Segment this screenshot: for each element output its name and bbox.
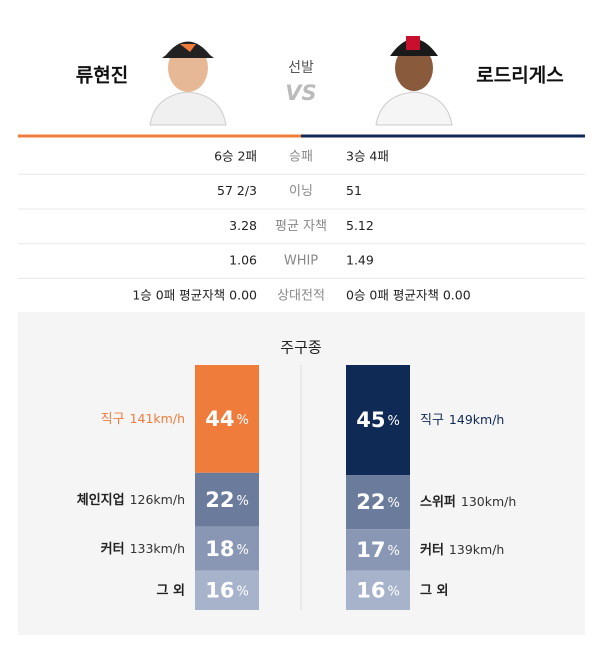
pitch-mix-title: 주구종 bbox=[280, 339, 321, 357]
pitch-bar bbox=[346, 529, 410, 571]
stat-right: 1.49 bbox=[346, 253, 374, 268]
pitch-speed: 141km/h bbox=[130, 410, 185, 425]
pitch-speed: 133km/h bbox=[130, 540, 185, 555]
pitch-bar bbox=[195, 365, 259, 473]
stat-right: 5.12 bbox=[346, 218, 374, 233]
stat-label: WHIP bbox=[284, 254, 318, 269]
pitch-name: 커터 bbox=[101, 540, 125, 556]
pitch-name: 그 외 bbox=[157, 582, 185, 598]
pitch-label: 그 외 bbox=[157, 582, 185, 598]
pitch-name: 직구 bbox=[101, 411, 125, 426]
pitch-percent: 45% bbox=[356, 408, 400, 432]
percent-unit: % bbox=[236, 493, 248, 508]
pitch-percent: 17% bbox=[356, 538, 400, 562]
pitch-speed: 139km/h bbox=[449, 541, 504, 556]
percent-unit: % bbox=[236, 542, 248, 557]
percent-value: 17 bbox=[356, 538, 385, 562]
pitch-percent: 44% bbox=[205, 407, 249, 431]
pitch-speed: 126km/h bbox=[130, 491, 185, 506]
pitch-percent: 16% bbox=[356, 578, 400, 602]
pitch-label: 커터 133km/h bbox=[101, 540, 185, 556]
vs-label: VS bbox=[285, 81, 316, 105]
left-player-name: 류현진 bbox=[76, 65, 128, 87]
percent-unit: % bbox=[236, 584, 248, 599]
pitch-name: 커터 bbox=[420, 541, 444, 557]
right-player-name: 로드리게스 bbox=[476, 65, 563, 87]
left-player-photo bbox=[148, 30, 228, 126]
pitch-bar bbox=[195, 526, 259, 571]
pitch-bar bbox=[346, 365, 410, 476]
pitch-name: 체인지업 bbox=[77, 491, 125, 507]
pitch-percent: 22% bbox=[205, 488, 249, 512]
percent-value: 16 bbox=[356, 578, 385, 602]
percent-value: 45 bbox=[356, 408, 385, 432]
stat-label: 이닝 bbox=[289, 184, 313, 199]
pitch-bar bbox=[195, 570, 259, 610]
pitch-speed: 149km/h bbox=[449, 412, 504, 427]
stat-left: 6승 2패 bbox=[214, 149, 257, 164]
pitch-percent: 22% bbox=[356, 490, 400, 514]
pitch-label: 직구 149km/h bbox=[420, 412, 504, 428]
pitch-name: 그 외 bbox=[420, 582, 448, 598]
right-player-photo bbox=[374, 30, 454, 126]
pitch-label: 체인지업 126km/h bbox=[77, 491, 185, 507]
stat-left: 3.28 bbox=[229, 218, 257, 233]
pitch-bar bbox=[346, 475, 410, 530]
pitch-label: 스위퍼 130km/h bbox=[420, 494, 516, 510]
pitch-label: 그 외 bbox=[420, 582, 448, 598]
stat-left: 1승 0패 평균자책 0.00 bbox=[132, 287, 257, 302]
stat-left: 57 2/3 bbox=[217, 183, 257, 198]
pitch-bar bbox=[346, 570, 410, 610]
percent-value: 44 bbox=[205, 407, 234, 431]
stat-right: 51 bbox=[346, 183, 362, 198]
percent-unit: % bbox=[387, 496, 399, 511]
percent-value: 22 bbox=[356, 490, 385, 514]
pitch-name: 스위퍼 bbox=[420, 495, 456, 510]
percent-unit: % bbox=[236, 412, 248, 427]
pitch-label: 직구 141km/h bbox=[101, 410, 185, 426]
pitch-bar bbox=[195, 472, 259, 527]
pitch-percent: 16% bbox=[205, 578, 249, 602]
pitch-name: 직구 bbox=[420, 413, 444, 428]
pitch-label: 커터 139km/h bbox=[420, 541, 504, 557]
stat-label: 상대전적 bbox=[277, 288, 325, 303]
percent-unit: % bbox=[387, 543, 399, 558]
stat-right: 0승 0패 평균자책 0.00 bbox=[346, 287, 471, 302]
percent-unit: % bbox=[387, 414, 399, 429]
stat-label: 평균 자책 bbox=[275, 219, 327, 234]
stat-label: 승패 bbox=[289, 150, 313, 165]
center-label: 선발 bbox=[288, 60, 314, 76]
stat-left: 1.06 bbox=[229, 253, 257, 268]
pitch-percent: 18% bbox=[205, 537, 249, 561]
percent-value: 22 bbox=[205, 488, 234, 512]
stat-right: 3승 4패 bbox=[346, 149, 389, 164]
pitch-speed: 130km/h bbox=[461, 494, 516, 509]
percent-value: 16 bbox=[205, 578, 234, 602]
percent-value: 18 bbox=[205, 537, 234, 561]
percent-unit: % bbox=[387, 584, 399, 599]
